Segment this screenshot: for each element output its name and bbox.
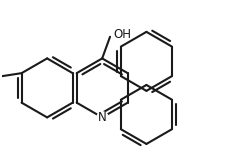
Text: OH: OH [113, 28, 131, 41]
Text: N: N [98, 111, 107, 124]
